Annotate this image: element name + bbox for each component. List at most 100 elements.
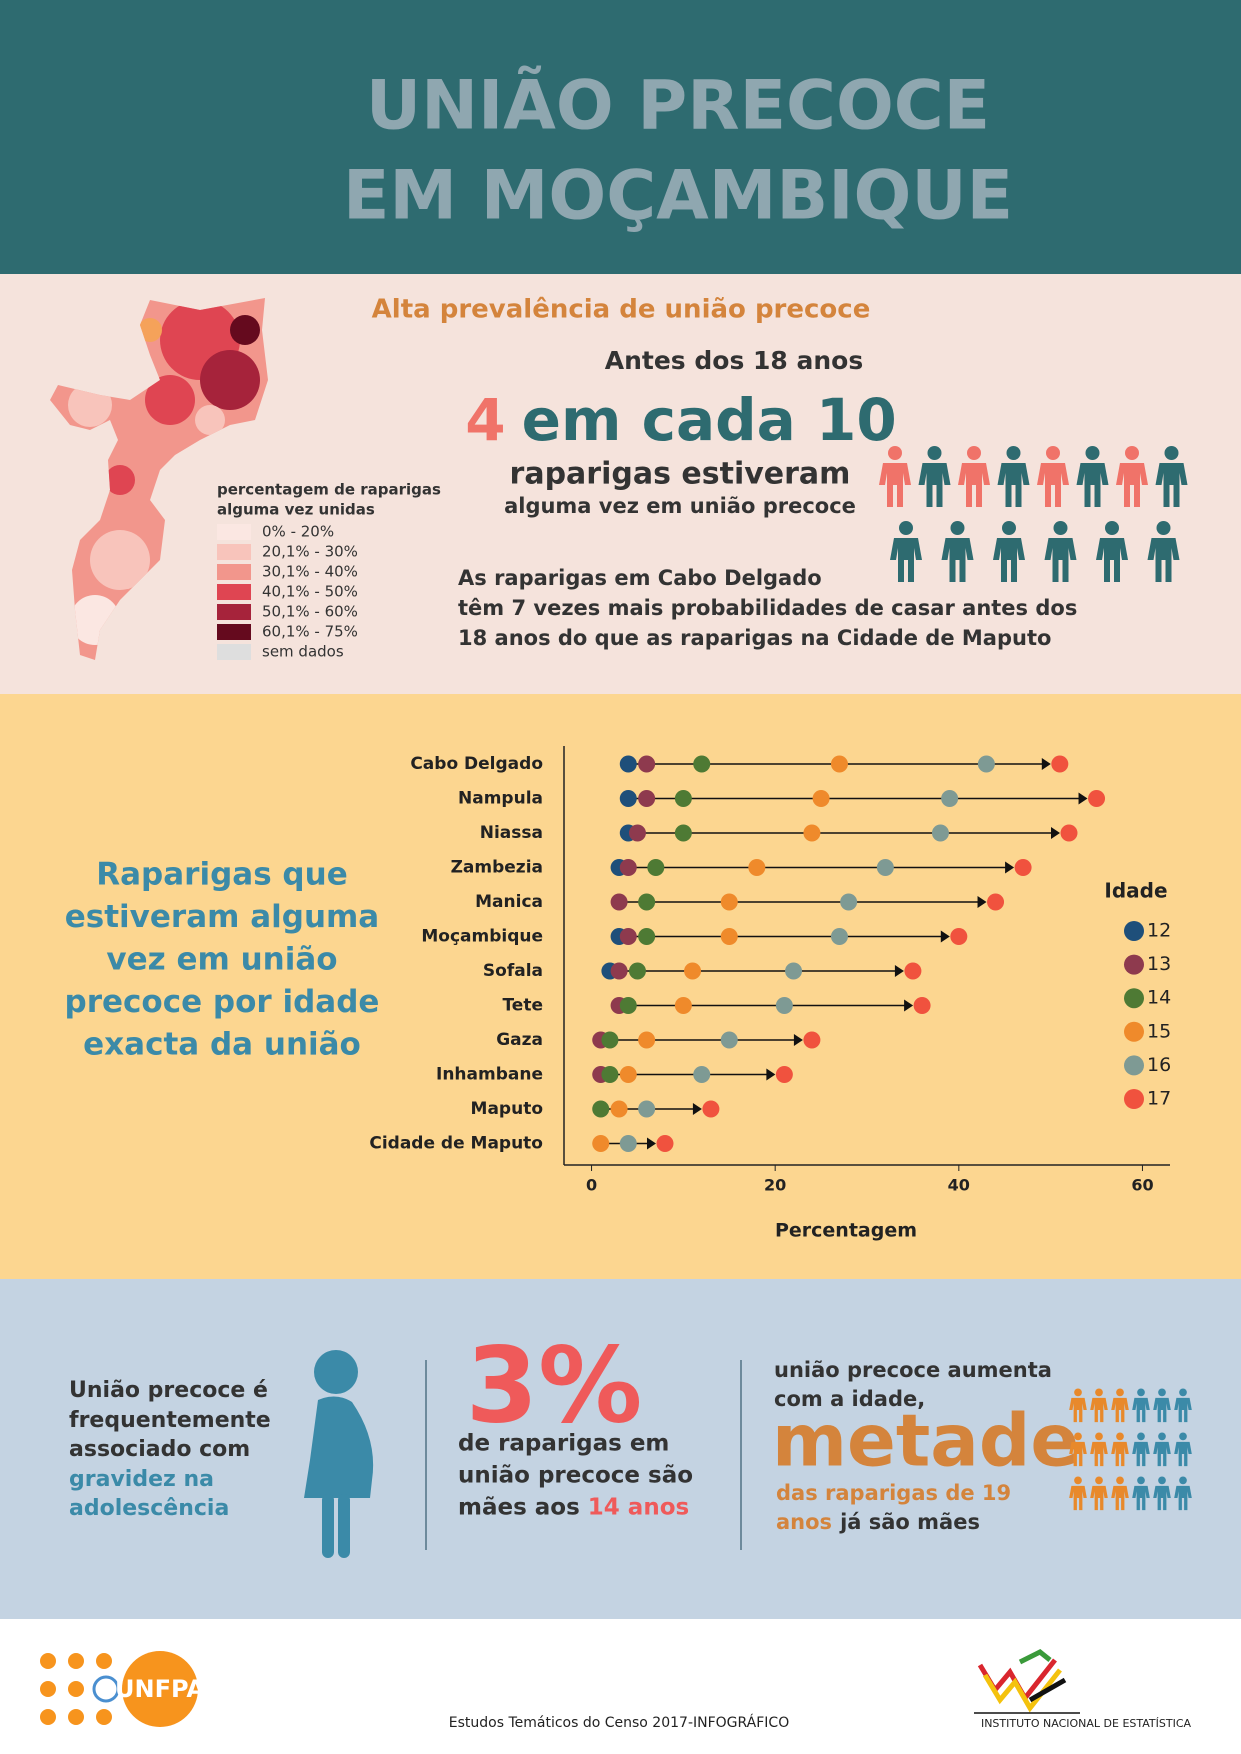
fact-text: frequentemente xyxy=(69,1408,271,1433)
dot xyxy=(702,1100,720,1118)
fact-text: união precoce são xyxy=(458,1463,693,1489)
unfpa-text: UNFPA xyxy=(115,1675,205,1703)
person-head xyxy=(967,446,981,460)
person-body xyxy=(997,463,1030,507)
dot xyxy=(941,790,959,807)
person-body xyxy=(1174,1485,1192,1511)
legend-dot xyxy=(1124,988,1144,1009)
dot xyxy=(1060,824,1078,842)
person-head xyxy=(1158,1432,1166,1441)
legend-label: 30,1% - 40% xyxy=(262,563,358,581)
facts-band xyxy=(0,1279,1241,1619)
x-tick-label: 40 xyxy=(948,1176,970,1195)
person-body xyxy=(1111,1397,1129,1423)
chart-title: estiveram alguma xyxy=(65,899,379,935)
fact-highlight: 14 anos xyxy=(588,1495,689,1521)
dot xyxy=(619,1066,637,1083)
dot xyxy=(913,997,931,1014)
dot xyxy=(638,928,656,945)
range-arrow xyxy=(940,930,950,943)
range-arrow xyxy=(1051,827,1060,839)
dot xyxy=(748,859,766,876)
dot xyxy=(977,755,995,773)
dot xyxy=(674,790,692,807)
dot xyxy=(592,1135,610,1152)
range-arrow xyxy=(647,1137,656,1150)
dot xyxy=(628,962,646,980)
person-head xyxy=(1074,1476,1082,1485)
person-body xyxy=(1069,1485,1087,1511)
fact-highlight: adolescência xyxy=(69,1496,229,1521)
person-body xyxy=(1132,1485,1150,1511)
person-head xyxy=(1179,1388,1187,1397)
person-body xyxy=(1116,463,1148,507)
person-head xyxy=(1074,1432,1082,1441)
person-head xyxy=(1179,1432,1187,1441)
category-label: Manica xyxy=(475,892,543,912)
note: 18 anos do que as raparigas na Cidade de… xyxy=(458,626,1051,650)
dot xyxy=(656,1135,674,1152)
legend-title: Idade xyxy=(1104,879,1167,903)
category-label: Maputo xyxy=(471,1099,543,1119)
fact-text: mães aos xyxy=(458,1495,580,1521)
header-band xyxy=(0,0,1241,274)
legend-label: 15 xyxy=(1147,1020,1171,1042)
statement: alguma vez em união precoce xyxy=(504,494,856,518)
person-head xyxy=(1095,1432,1103,1441)
ine-logo xyxy=(974,1649,1080,1714)
legend-dot xyxy=(1124,1089,1144,1109)
person-body xyxy=(941,538,974,582)
dot xyxy=(803,1031,821,1049)
dot xyxy=(601,1066,619,1083)
legend-label: 40,1% - 50% xyxy=(262,583,358,601)
person-body xyxy=(1090,1397,1108,1423)
person-body xyxy=(1096,538,1128,582)
person-head xyxy=(1095,1476,1103,1485)
dot xyxy=(876,859,894,876)
x-tick-label: 20 xyxy=(764,1176,786,1195)
map-legend: 0% - 20% 20,1% - 30% 30,1% - 40% 40,1% - 50… xyxy=(217,523,358,661)
person-head xyxy=(899,521,913,535)
person-head xyxy=(1156,521,1171,535)
legend-swatch xyxy=(217,624,251,640)
fact-highlight: anos xyxy=(776,1510,832,1534)
institute-name: INSTITUTO NACIONAL DE ESTATÍSTICA xyxy=(981,1717,1192,1730)
legend-label: 60,1% - 75% xyxy=(262,623,358,641)
legend-label: 17 xyxy=(1147,1088,1171,1110)
person-body xyxy=(958,463,990,507)
dot xyxy=(720,928,738,945)
person-body xyxy=(1153,1485,1171,1511)
person-head xyxy=(1158,1388,1166,1397)
range-arrow xyxy=(1005,861,1015,874)
mother-icons xyxy=(1069,1388,1192,1511)
map-legend-title: alguma vez unidas xyxy=(217,501,375,519)
category-label: Moçambique xyxy=(421,927,543,947)
category-label: Cidade de Maputo xyxy=(369,1134,543,1154)
dot xyxy=(619,1135,637,1152)
category-label: Sofala xyxy=(483,961,543,981)
category-label: Nampula xyxy=(458,789,543,809)
category-label: Gaza xyxy=(496,1030,543,1050)
dot xyxy=(619,755,637,773)
legend-label: 12 xyxy=(1147,920,1171,942)
dot xyxy=(638,893,656,911)
dot xyxy=(812,790,830,807)
person-head xyxy=(1085,446,1100,460)
dot xyxy=(830,928,848,945)
fact-highlight: das raparigas de 19 xyxy=(776,1481,1011,1505)
ratio-number: 4 xyxy=(465,386,505,454)
dot xyxy=(684,962,702,980)
person-body xyxy=(1153,1441,1171,1467)
dot xyxy=(610,893,628,911)
person-head xyxy=(1125,446,1139,460)
note: As raparigas em Cabo Delgado xyxy=(458,566,822,590)
legend-swatch xyxy=(217,544,251,560)
dot xyxy=(647,859,665,876)
people-icons xyxy=(879,446,1188,582)
range-arrow xyxy=(692,1103,702,1115)
statement: raparigas estiveram xyxy=(510,457,851,492)
fact-text: já são mães xyxy=(839,1510,980,1534)
person-body xyxy=(1069,1397,1087,1423)
fact-text: União precoce é xyxy=(69,1378,268,1403)
